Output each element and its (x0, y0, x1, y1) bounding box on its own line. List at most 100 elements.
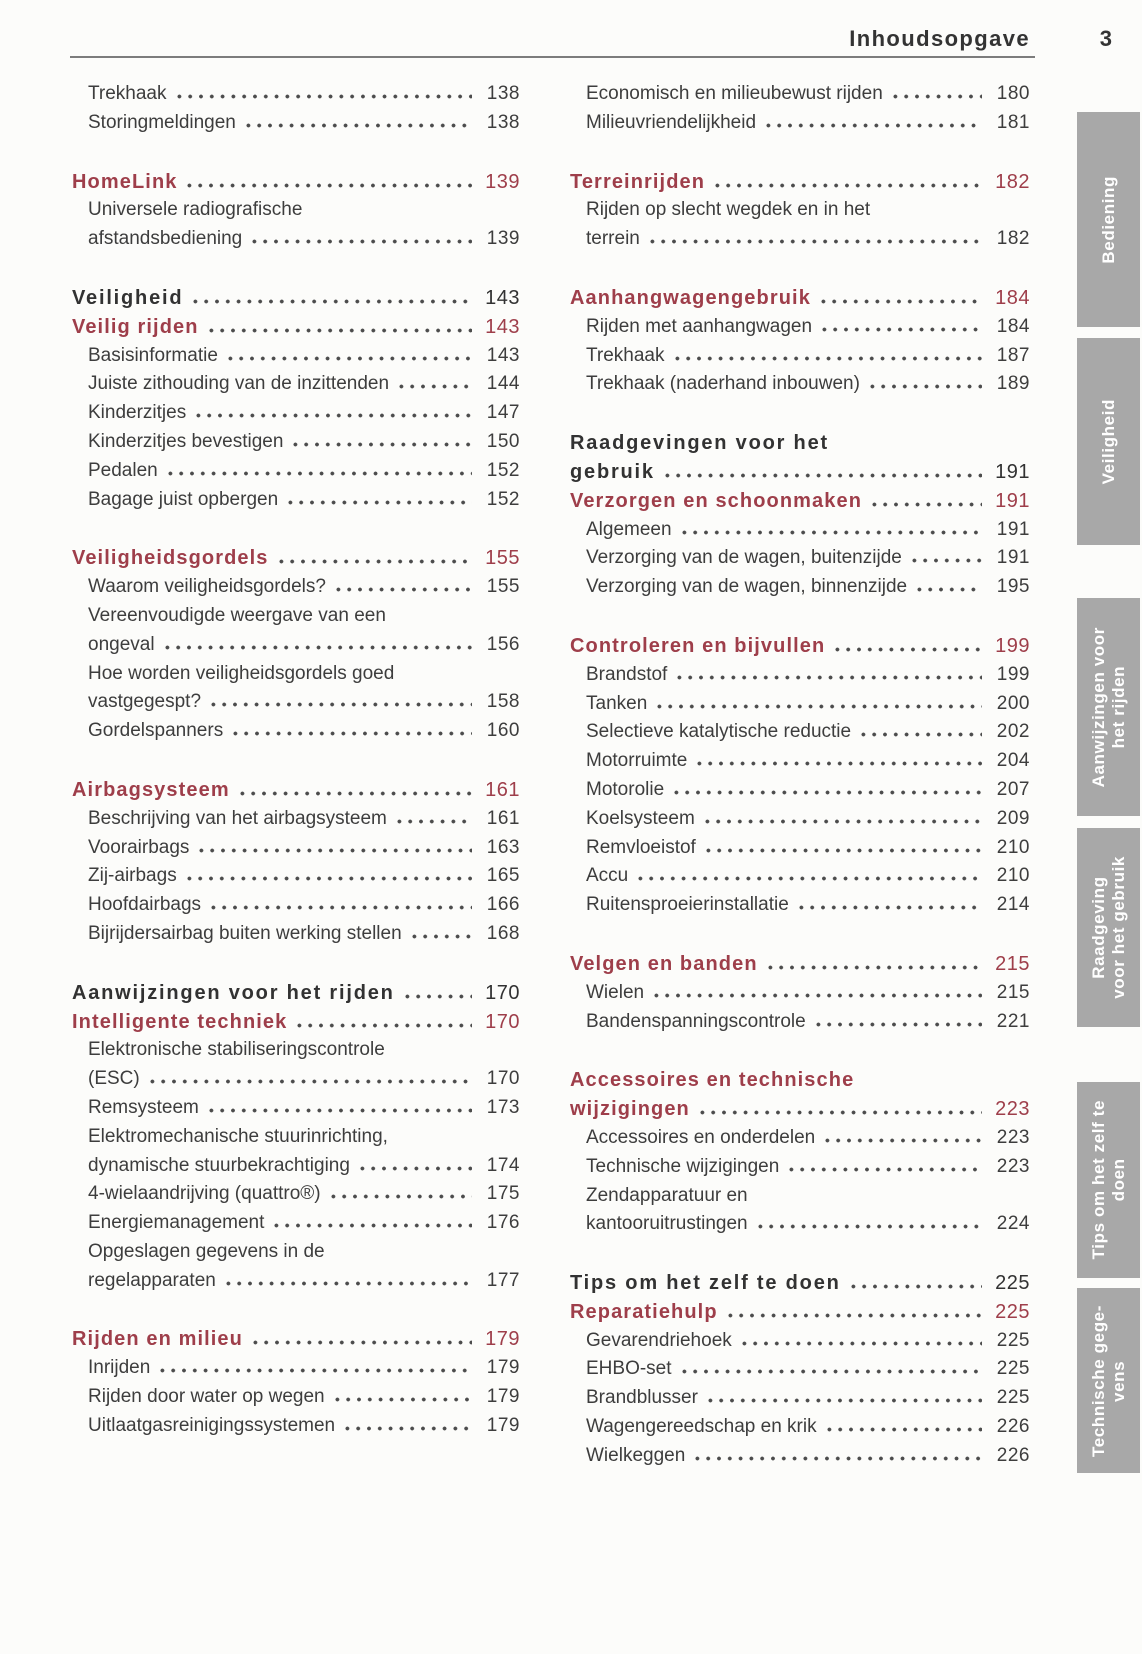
dot-leader (230, 731, 472, 737)
toc-entry: Technische wijzigingen 223 (570, 1153, 1030, 1182)
toc-entry: Terreinrijden 182 (570, 168, 1030, 197)
toc-entry-page: 223 (996, 1155, 1030, 1177)
toc-entry-label: Bandenspanningscontrole (586, 1010, 806, 1032)
toc-entry-label: Economisch en milieubewust rijden (586, 83, 883, 104)
toc-entry: Intelligente techniek 170 (72, 1008, 520, 1037)
dot-leader (242, 122, 472, 128)
dot-leader (173, 94, 472, 99)
toc-entry-label: Trekhaak (586, 344, 665, 366)
toc-entry: Ruitensproeierinstallatie 214 (570, 891, 1030, 920)
toc-entry-label: Opgeslagen gegevens in de (88, 1240, 325, 1262)
toc-entry-label: Veiligheidsgordels (72, 547, 269, 570)
toc-entry: Rijden en milieu 179 (72, 1325, 520, 1354)
sidebar-tab-aanwijzingen-voor-het-rijden: Aanwijzingen voor het rijden (1077, 598, 1140, 816)
toc-entry: Hoe worden veiligheidsgordels goed (72, 660, 520, 689)
dot-leader (196, 847, 472, 853)
toc-entry-label: Ruitensproeierinstallatie (586, 894, 789, 916)
toc-entry: Vereenvoudigde weergave van een (72, 602, 520, 631)
toc-entry: Rijden op slecht wegdek en in het (570, 196, 1030, 225)
toc-entry: Wagengereedschap en krik 226 (570, 1413, 1030, 1442)
toc-entry-label: Gordelspanners (88, 720, 224, 742)
dot-leader (764, 964, 982, 970)
toc-entry: Algemeen 191 (570, 516, 1030, 545)
toc-entry: kantooruitrustingen 224 (570, 1210, 1030, 1239)
toc-entry: Wielen 215 (570, 979, 1030, 1008)
toc-group: Veiligheidsgordels 155 Waarom veiligheidsg… (72, 544, 520, 746)
sidebar-tab-veiligheid: Veiligheid (1077, 338, 1140, 545)
dot-leader (205, 327, 472, 333)
dot-leader (290, 441, 472, 447)
toc-entry-label: Kinderzitjes (88, 402, 187, 424)
toc-entry-page: 200 (996, 692, 1030, 714)
toc-entry: Motorolie 207 (570, 776, 1030, 805)
toc-entry-label: Bijrijdersairbag buiten werking stellen (88, 922, 402, 944)
toc-group: Controleren en bijvullen 199 Brandstof 199 T… (570, 632, 1030, 920)
dot-leader (157, 1368, 472, 1374)
toc-entry-label: Rijden met aanhangwagen (586, 315, 813, 337)
dot-leader (817, 298, 982, 304)
dot-leader (190, 298, 472, 304)
toc-entry: Verzorgen en schoonmaken 191 (570, 487, 1030, 516)
toc-entry-label: wijzigingen (570, 1098, 690, 1121)
dot-leader (205, 1107, 472, 1113)
dot-leader (646, 239, 982, 245)
toc-column: Trekhaak 138 Storingmeldingen 138 HomeLink 13… (72, 80, 520, 1471)
toc-entry-label: Veilig rijden (72, 315, 199, 338)
toc-entry-page: 147 (486, 402, 520, 424)
toc-entry-label: dynamische stuurbekrachtiging (88, 1154, 350, 1176)
sidebar-tab-tips-om-het-zelf-te-doen: Tips om het zelf te doen (1077, 1082, 1140, 1278)
toc-entry-label: Brandblusser (586, 1387, 698, 1409)
toc-entry-page: 160 (486, 720, 520, 742)
toc-group: Accessoires en technische wijzigingen 223 A… (570, 1066, 1030, 1239)
sidebar-tab-label: Technische gege- vens (1088, 1304, 1128, 1457)
toc-entry-label: Intelligente techniek (72, 1010, 288, 1033)
toc-entry: Opgeslagen gegevens in de (72, 1238, 520, 1267)
toc-entry: Accessoires en onderdelen 223 (570, 1124, 1030, 1153)
toc-group: Airbagsysteem 161 Beschrijving van het air… (72, 776, 520, 949)
toc-entry-page: 199 (995, 634, 1030, 657)
toc-entry-label: Accessoires en technische (570, 1069, 855, 1092)
dot-leader (236, 790, 472, 796)
toc-entry: Gevarendriehoek 225 (570, 1327, 1030, 1356)
sidebar-tab-label: Raadgeving voor het gebruik (1088, 856, 1128, 999)
toc-entry: Basisinformatie 143 (72, 342, 520, 371)
toc-entry-label: Aanhangwagengebruik (570, 286, 811, 309)
toc-entry-page: 215 (995, 952, 1030, 975)
toc-entry: Verzorging van de wagen, binnenzijde 195 (570, 573, 1030, 602)
toc-entry-page: 179 (486, 1357, 520, 1379)
toc-entry: vastgegespt? 158 (72, 688, 520, 717)
toc-entry-page: 150 (486, 430, 520, 452)
toc-entry: Rijden door water op wegen 179 (72, 1383, 520, 1412)
toc-entry-page: 204 (996, 750, 1030, 772)
toc-entry-label: Accessoires en onderdelen (586, 1126, 816, 1148)
toc-entry-page: 191 (995, 460, 1030, 483)
toc-entry: Aanhangwagengebruik 184 (570, 284, 1030, 313)
toc-entry: Juiste zithouding van de inzittenden 144 (72, 370, 520, 399)
sidebar-tab-bediening: Bediening (1077, 112, 1140, 327)
toc-entry: Accu 210 (570, 862, 1030, 891)
toc-entry-label: Veiligheid (72, 286, 184, 309)
toc-entry-page: 199 (996, 663, 1030, 685)
sidebar-tab-label: Veiligheid (1098, 398, 1118, 485)
toc-entry-page: 152 (486, 488, 520, 510)
dot-leader (651, 992, 982, 998)
toc-entry: ongeval 156 (72, 631, 520, 660)
toc-entry-label: Selectieve katalytische reductie (586, 721, 852, 743)
toc-entry-label: Energiemanagement (88, 1212, 265, 1234)
toc-entry-page: 221 (996, 1010, 1030, 1032)
toc-entry: Controleren en bijvullen 199 (570, 632, 1030, 661)
toc-entry: Storingmeldingen 138 (72, 109, 520, 138)
toc-entry: Tips om het zelf te doen 225 (570, 1269, 1030, 1298)
toc-entry-label: regelapparaten (88, 1269, 216, 1291)
toc-entry-label: vastgegespt? (88, 691, 202, 713)
dot-leader (222, 1280, 472, 1286)
dot-leader (396, 384, 472, 390)
toc-entry-label: Verzorging van de wagen, binnenzijde (586, 576, 908, 598)
toc-group: Trekhaak 138 Storingmeldingen 138 (72, 80, 520, 138)
toc-entry: Economisch en milieubewust rijden 180 (570, 80, 1030, 109)
dot-leader (822, 1137, 982, 1143)
toc-entry-page: 182 (996, 228, 1030, 250)
toc-group: Rijden en milieu 179 Inrijden 179 Rijden doo… (72, 1325, 520, 1440)
toc-entry-page: 161 (485, 778, 520, 801)
toc-entry: regelapparaten 177 (72, 1267, 520, 1296)
